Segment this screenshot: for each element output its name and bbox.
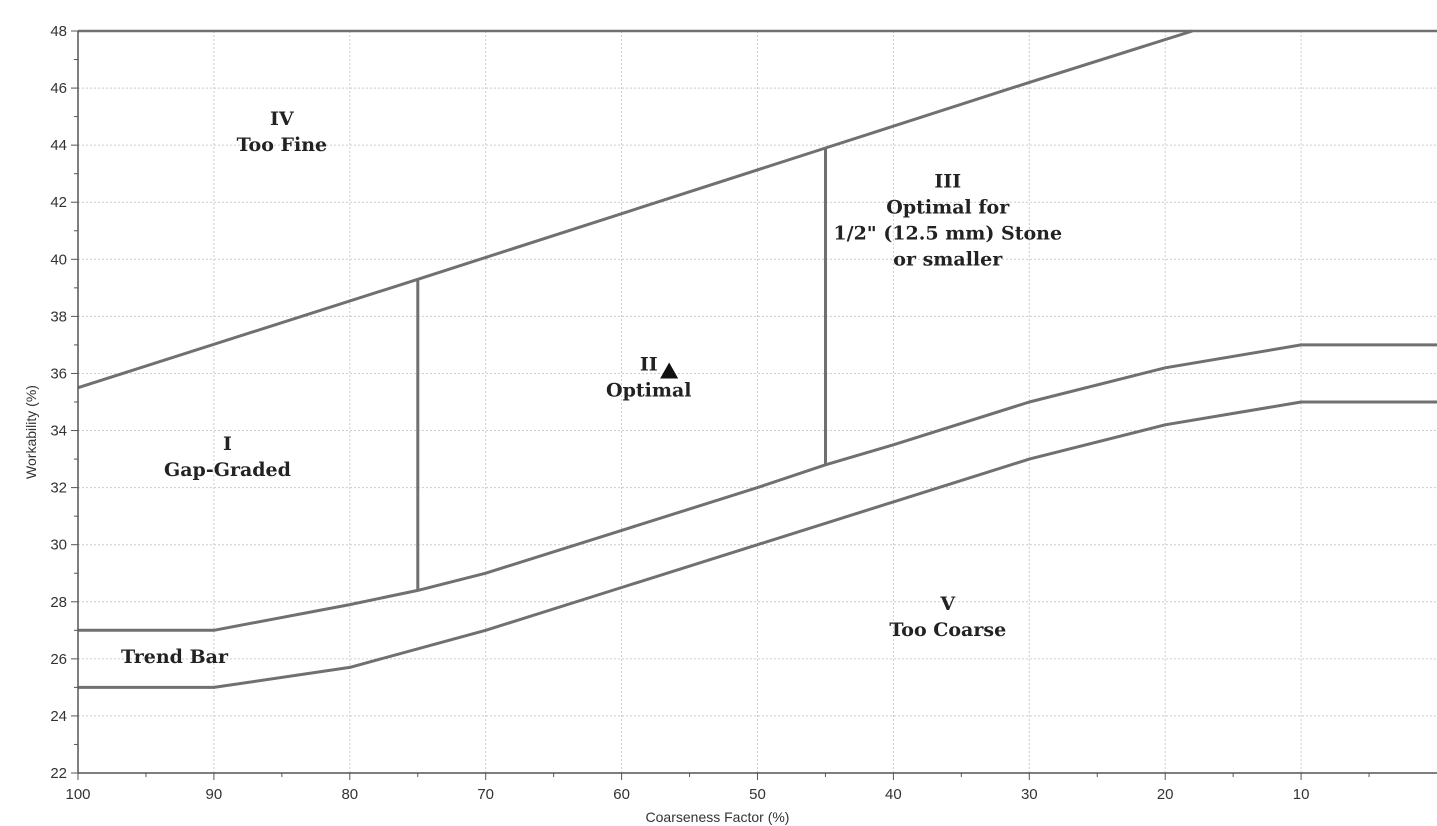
y-tick-label: 46 bbox=[50, 80, 67, 97]
boundary-upper bbox=[77, 29, 1193, 390]
x-tick-label: 50 bbox=[749, 786, 766, 803]
y-tick-label: 26 bbox=[50, 651, 67, 668]
zone-label-line: III bbox=[934, 170, 961, 192]
x-tick-label: 60 bbox=[613, 786, 630, 803]
y-tick-label: 24 bbox=[50, 708, 67, 725]
y-tick-label: 48 bbox=[50, 23, 67, 40]
zone-label-line: II bbox=[640, 353, 658, 375]
x-axis-title: Coarseness Factor (%) bbox=[646, 809, 790, 825]
y-tick-label: 44 bbox=[50, 137, 67, 154]
zone-label-line: Optimal bbox=[606, 379, 691, 401]
y-axis-title: Workability (%) bbox=[23, 385, 39, 479]
x-tick-label: 20 bbox=[1157, 786, 1174, 803]
y-tick-label: 34 bbox=[50, 423, 67, 440]
y-tick-label: 38 bbox=[50, 308, 67, 325]
boundary-lower-trend bbox=[78, 343, 1437, 632]
y-tick-label: 28 bbox=[50, 594, 67, 611]
zone-label-line: or smaller bbox=[893, 248, 1003, 270]
x-tick-label: 80 bbox=[341, 786, 358, 803]
zone-label-line: IV bbox=[270, 108, 295, 130]
zone-label: IV Too Fine bbox=[237, 108, 328, 156]
zone-label-line: Gap-Graded bbox=[164, 459, 291, 481]
y-tick-label: 40 bbox=[50, 251, 67, 268]
x-tick-label: 30 bbox=[1021, 786, 1038, 803]
y-tick-label: 36 bbox=[50, 365, 67, 382]
zone-label: III Optimal for 1/2" (12.5 mm) Stone or sma… bbox=[833, 170, 1062, 270]
y-tick-label: 22 bbox=[50, 765, 67, 782]
zone-label-line: Too Coarse bbox=[889, 619, 1006, 641]
x-tick-label: 100 bbox=[65, 786, 90, 803]
zone-label-line: Optimal for bbox=[886, 196, 1010, 218]
y-tick-label: 32 bbox=[50, 480, 67, 497]
data-marker bbox=[660, 362, 679, 379]
x-tick-label: 70 bbox=[477, 786, 494, 803]
zone-label-line: V bbox=[939, 593, 956, 615]
zone-label: II Optimal bbox=[606, 353, 691, 401]
y-tick-label: 30 bbox=[50, 537, 67, 554]
x-tick-label: 90 bbox=[206, 786, 223, 803]
zone-label: Trend Bar bbox=[121, 646, 229, 668]
x-tick-label: 40 bbox=[885, 786, 902, 803]
zone-label: I Gap-Graded bbox=[164, 433, 291, 481]
x-tick-label: 10 bbox=[1293, 786, 1310, 803]
y-tick-label: 42 bbox=[50, 194, 67, 211]
zone-label-line: 1/2" (12.5 mm) Stone bbox=[833, 222, 1062, 244]
boundary-bottom-trend bbox=[78, 400, 1437, 689]
data-point-triangle bbox=[660, 362, 679, 379]
zone-label-line: Too Fine bbox=[237, 134, 328, 156]
grid-lines bbox=[78, 29, 1437, 773]
zone-label-line: Trend Bar bbox=[121, 646, 229, 668]
zone-label-line: I bbox=[223, 433, 232, 455]
zone-label: V Too Coarse bbox=[889, 593, 1006, 641]
zone-boundary-lines bbox=[77, 29, 1437, 689]
tick-labels: 100 90 80 70 60 50 40 30 20 10 22 24 26 28 30 32 34 36 38 4… bbox=[50, 23, 1309, 803]
tick-marks bbox=[71, 30, 1370, 780]
